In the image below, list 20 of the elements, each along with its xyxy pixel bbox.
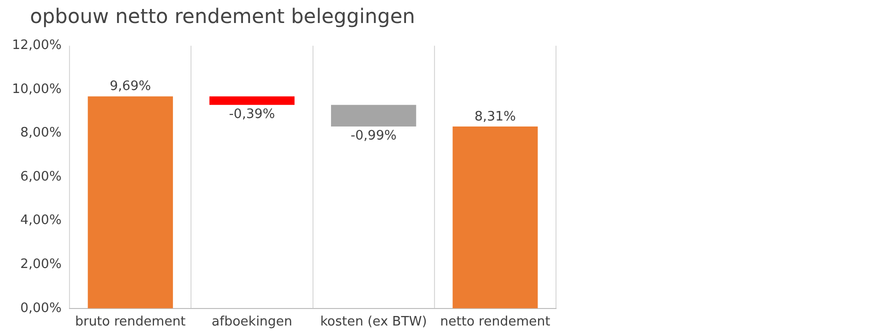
bar (88, 96, 173, 308)
data-label: -0,99% (350, 128, 397, 144)
chart-title: opbouw netto rendement beleggingen (30, 4, 416, 28)
bar (452, 126, 538, 308)
y-tick-label: 12,00% (12, 38, 62, 54)
y-tick-label: 6,00% (20, 169, 62, 184)
bar (209, 96, 295, 105)
y-tick-label: 10,00% (12, 82, 62, 97)
y-tick-label: 0,00% (20, 300, 62, 316)
data-label: 9,69% (110, 79, 152, 94)
y-tick-label: 8,00% (20, 126, 62, 141)
x-tick-label: bruto rendement (75, 314, 186, 330)
x-tick-label: kosten (ex BTW) (320, 314, 427, 330)
data-label: 8,31% (474, 109, 516, 124)
data-label: -0,39% (228, 106, 275, 122)
x-tick-label: netto rendement (440, 314, 550, 330)
bar (331, 104, 416, 127)
y-tick-label: 4,00% (20, 213, 62, 228)
x-tick-label: afboekingen (212, 314, 292, 330)
y-tick-label: 2,00% (20, 257, 62, 272)
